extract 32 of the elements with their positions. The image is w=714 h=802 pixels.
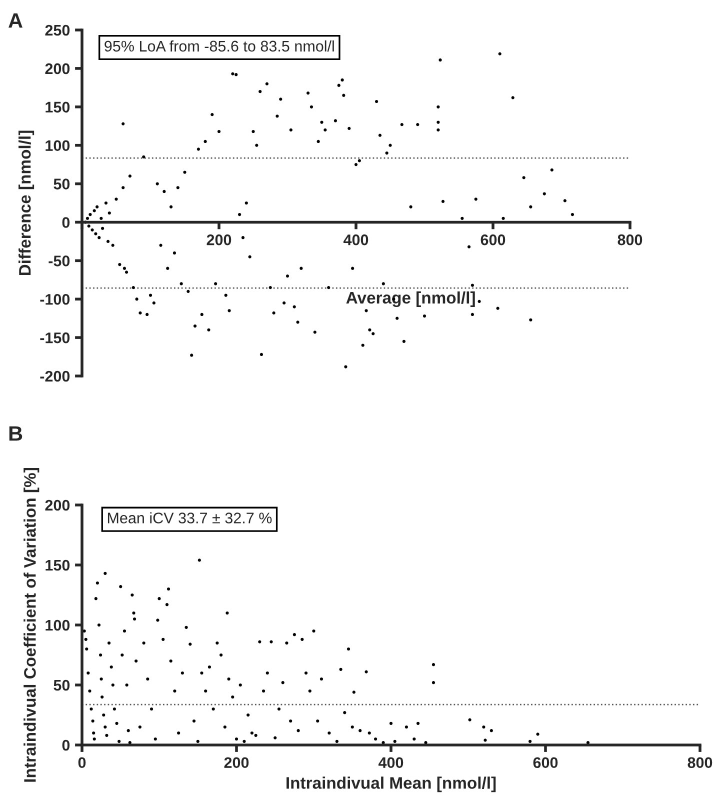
- y-tick-label: 250: [45, 24, 70, 36]
- y-tick-label: 0: [62, 217, 70, 228]
- x-tick-label: 600: [533, 757, 558, 768]
- y-tick-label: -100: [40, 294, 70, 305]
- y-tick-label: 100: [46, 140, 70, 152]
- x-tick-label: 400: [378, 757, 404, 768]
- y-tick-label: 0: [62, 740, 70, 751]
- x-tick-label: 800: [688, 757, 712, 768]
- y-tick-label: -200: [40, 370, 70, 382]
- x-axis-title: Average [nmol/l]: [346, 291, 475, 308]
- y-axis-title: Difference [nmol/l]: [18, 130, 34, 276]
- annotation: Mean iCV 33.7 ± 32.7 %: [108, 512, 272, 524]
- x-tick-label: 0: [78, 757, 86, 768]
- y-tick-label: -50: [48, 256, 70, 266]
- x-tick-label: 200: [206, 234, 232, 246]
- y-tick-label: 150: [46, 560, 70, 571]
- y-tick-label: 100: [46, 620, 70, 631]
- y-axis-title: Intraindivual Coefficient of Variation [%]: [24, 468, 40, 782]
- x-axis-title: Intraindivual Mean [nmol/l]: [286, 776, 496, 792]
- x-tick-label: 400: [343, 234, 368, 246]
- y-tick-label: 200: [45, 500, 70, 511]
- x-tick-label: 800: [618, 234, 642, 246]
- y-tick-label: 150: [46, 102, 70, 113]
- chart-title: A: [8, 13, 22, 28]
- y-tick-label: -150: [40, 332, 70, 344]
- x-tick-label: 600: [480, 234, 506, 246]
- x-tick-label: 200: [224, 757, 249, 768]
- y-tick-label: 50: [54, 178, 70, 190]
- chart-title: B: [9, 426, 22, 441]
- y-tick-label: 200: [45, 63, 70, 74]
- annotation: 95% LoA from -85.6 to 83.5 nmol/l: [104, 40, 334, 52]
- y-tick-label: 50: [54, 680, 70, 691]
